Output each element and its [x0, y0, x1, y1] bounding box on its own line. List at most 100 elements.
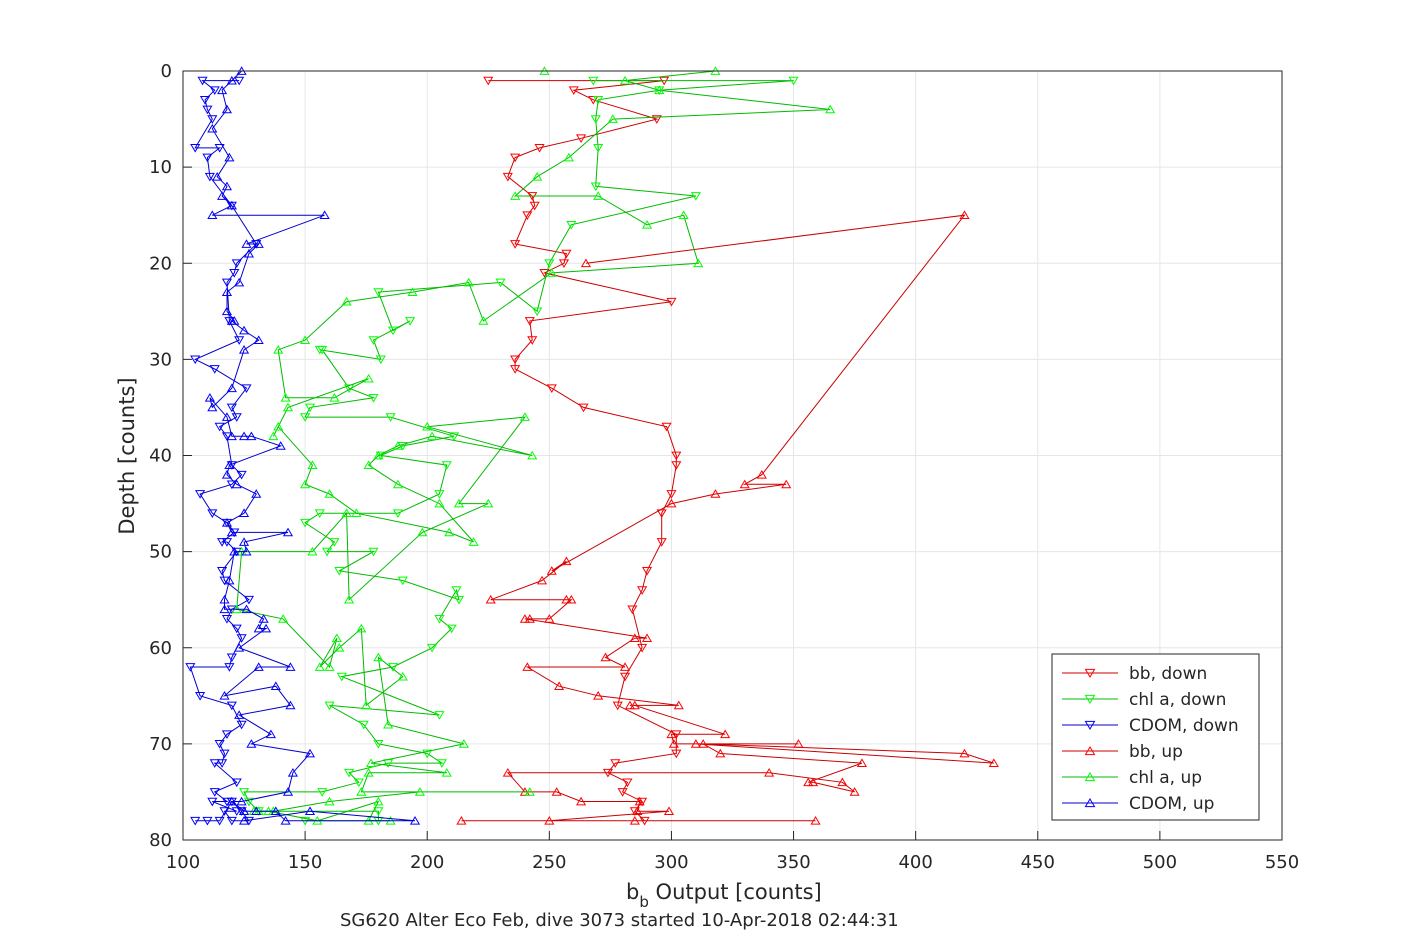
data-point — [234, 710, 245, 719]
data-point — [300, 479, 311, 489]
data-point — [610, 759, 621, 768]
data-point — [226, 316, 237, 325]
y-tick-label: 30 — [149, 349, 172, 370]
data-point — [304, 806, 316, 816]
data-point — [612, 701, 623, 711]
data-point — [226, 527, 237, 537]
data-point — [449, 432, 460, 442]
data-point — [278, 614, 289, 623]
data-point — [988, 758, 999, 767]
data-point — [253, 623, 264, 633]
data-point — [593, 95, 604, 105]
data-point — [434, 615, 445, 624]
data-point — [246, 431, 257, 441]
data-point — [217, 566, 228, 576]
legend-label: bb, up — [1129, 742, 1183, 762]
data-point — [532, 307, 543, 317]
data-point — [356, 787, 367, 796]
data-point — [510, 365, 521, 374]
data-point — [617, 788, 628, 797]
data-point — [629, 816, 640, 825]
data-point — [190, 355, 201, 365]
data-point — [375, 355, 386, 365]
data-point — [634, 796, 645, 806]
plot-frame — [182, 70, 1283, 841]
data-point — [253, 662, 264, 671]
data-point — [715, 748, 726, 758]
data-point — [343, 768, 355, 778]
data-point — [764, 767, 775, 777]
data-point — [314, 662, 325, 671]
data-point — [317, 345, 328, 355]
data-point — [241, 384, 252, 393]
data-point — [363, 767, 374, 777]
data-point — [397, 671, 408, 681]
data-point — [837, 777, 848, 787]
data-point — [580, 258, 592, 268]
data-point — [463, 277, 474, 287]
data-point — [214, 144, 225, 153]
legend-label: chl a, up — [1129, 768, 1202, 788]
data-point — [238, 816, 250, 825]
data-point — [317, 788, 328, 797]
data-point — [231, 807, 242, 816]
data-point — [209, 759, 220, 768]
data-point — [373, 740, 384, 749]
data-point — [690, 739, 701, 748]
series-chl-a-up — [231, 66, 836, 825]
data-point — [825, 104, 836, 114]
x-axis-title-sub: b — [639, 893, 649, 911]
y-tick-label: 60 — [149, 638, 172, 659]
data-point — [558, 259, 570, 269]
data-point — [690, 192, 701, 201]
data-point — [246, 739, 257, 748]
x-tick-label: 100 — [166, 852, 200, 873]
data-point — [190, 144, 201, 153]
data-point — [510, 240, 521, 249]
data-point — [561, 556, 572, 566]
data-point — [282, 402, 294, 412]
data-point — [324, 701, 335, 711]
data-point — [666, 498, 677, 508]
data-point — [510, 153, 521, 163]
data-point — [341, 296, 352, 306]
data-point — [234, 336, 245, 345]
data-point — [202, 153, 213, 163]
x-tick-label: 400 — [898, 852, 932, 873]
data-point — [314, 509, 325, 518]
data-point — [251, 806, 262, 816]
data-point — [387, 326, 399, 336]
data-point — [619, 75, 631, 85]
data-point — [190, 816, 201, 826]
data-point — [458, 739, 469, 748]
data-point — [234, 76, 245, 86]
data-point — [671, 749, 682, 759]
data-point — [456, 816, 467, 825]
x-tick-label: 250 — [532, 852, 566, 873]
data-point — [197, 76, 208, 86]
data-point — [720, 729, 731, 739]
data-point — [529, 201, 540, 211]
data-point — [304, 403, 316, 413]
data-point — [453, 498, 465, 508]
data-point — [451, 586, 462, 595]
data-point — [373, 450, 384, 460]
data-point — [221, 518, 233, 527]
data-point — [522, 211, 533, 220]
data-point — [629, 633, 640, 642]
data-point — [282, 527, 294, 537]
data-point — [483, 76, 494, 86]
x-tick-labels: 100 150 200 250 300 350 400 450 500 550 — [166, 852, 1299, 873]
data-point — [236, 470, 247, 480]
data-point — [207, 115, 218, 124]
caption: SG620 Alter Eco Feb, dive 3073 started 1… — [340, 910, 899, 931]
data-point — [590, 182, 601, 192]
data-point — [627, 605, 638, 615]
data-point — [243, 595, 255, 605]
data-point — [238, 537, 250, 546]
data-point — [231, 259, 242, 269]
data-point — [322, 547, 333, 557]
data-point — [522, 662, 533, 671]
data-point — [436, 759, 447, 768]
data-point — [329, 538, 340, 547]
